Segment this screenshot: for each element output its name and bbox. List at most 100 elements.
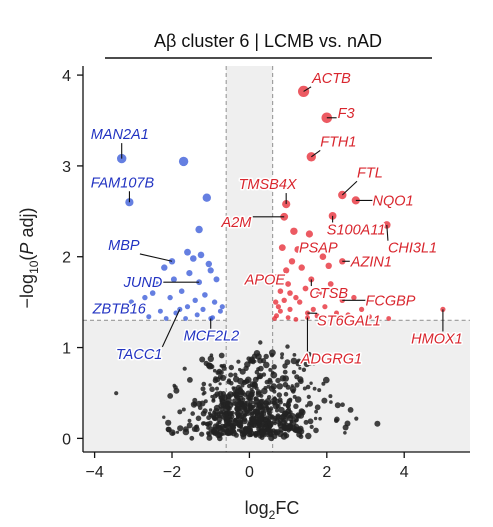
x-tick-label: −4	[85, 464, 103, 481]
ns-point	[321, 397, 328, 404]
ns-point	[301, 367, 307, 372]
ns-point	[233, 372, 238, 377]
ns-point	[290, 357, 298, 365]
y-tick-label: 0	[62, 431, 71, 448]
ns-point	[282, 403, 287, 407]
ns-point	[313, 427, 319, 434]
ns-point	[211, 398, 216, 403]
gene-up-label: NQO1	[372, 193, 413, 209]
ns-point	[269, 349, 276, 357]
ns-point	[192, 401, 197, 407]
ns-point	[212, 368, 217, 373]
down-point	[178, 156, 189, 167]
ns-point	[340, 402, 345, 408]
down-point	[167, 294, 173, 301]
ns-point	[250, 411, 255, 416]
ns-point	[263, 361, 270, 369]
down-point	[153, 281, 160, 287]
ns-point	[190, 411, 195, 416]
ns-point	[354, 416, 359, 421]
ns-point	[232, 386, 238, 393]
up-point	[298, 264, 305, 271]
gene-up-label: CHI3L1	[388, 241, 437, 257]
down-point	[178, 288, 185, 295]
up-point	[275, 304, 281, 310]
ns-point	[253, 430, 260, 437]
ns-point	[227, 429, 234, 436]
ns-point	[210, 413, 217, 419]
ns-point	[236, 415, 240, 420]
ns-point	[186, 422, 193, 429]
ns-point	[312, 361, 316, 366]
ns-point	[208, 408, 213, 412]
ns-point	[312, 386, 317, 391]
shaded-region-layer	[83, 66, 470, 452]
ns-point	[242, 392, 248, 397]
gene-up-label: F3	[338, 106, 355, 122]
down-point	[194, 312, 200, 318]
ns-point	[294, 418, 299, 422]
gene-up-label: ACTB	[311, 71, 351, 87]
x-axis-title: log2FC	[245, 498, 300, 522]
up-point	[351, 196, 360, 205]
gene-up-leader-line	[303, 86, 312, 92]
ns-point	[219, 370, 224, 375]
up-point	[282, 200, 291, 209]
ns-point	[257, 403, 261, 407]
ns-point	[280, 355, 284, 360]
ns-point	[282, 363, 288, 369]
up-point	[359, 306, 365, 312]
down-point	[161, 264, 168, 271]
ns-point	[201, 381, 207, 387]
ns-point	[306, 394, 311, 399]
ns-point	[298, 366, 302, 370]
ns-point	[241, 430, 248, 437]
up-point	[277, 308, 283, 314]
gene-down-label: MAN2A1	[91, 127, 149, 143]
ns-point	[248, 359, 254, 364]
ns-point	[314, 409, 318, 414]
ns-point	[309, 424, 314, 429]
ns-point	[222, 363, 227, 368]
ns-point	[228, 372, 234, 378]
ns-point	[259, 393, 264, 398]
ns-point	[271, 364, 277, 370]
ns-point	[294, 374, 300, 380]
ns-point	[114, 391, 119, 396]
ns-point	[254, 413, 260, 419]
ns-point	[286, 406, 291, 411]
ns-point	[202, 390, 207, 395]
up-point	[327, 281, 334, 287]
ns-point	[241, 405, 247, 411]
ns-point	[220, 432, 224, 437]
up-point	[351, 294, 357, 301]
up-point	[274, 273, 281, 280]
up-point	[305, 230, 313, 238]
ns-point	[298, 434, 304, 439]
ns-point	[162, 415, 166, 419]
ns-point	[217, 390, 224, 397]
ns-point	[334, 418, 339, 424]
ns-point	[225, 393, 232, 400]
ns-point	[307, 400, 313, 407]
ns-point	[206, 415, 212, 421]
down-point	[200, 306, 206, 312]
gene-up-label: A2M	[221, 215, 253, 231]
down-point	[211, 299, 218, 305]
ns-point	[303, 360, 310, 368]
ns-point	[233, 401, 239, 407]
down-point	[217, 308, 223, 314]
down-point	[213, 276, 220, 283]
down-point	[157, 308, 163, 314]
up-point	[308, 276, 315, 283]
ns-point	[259, 435, 265, 440]
up-point	[290, 227, 298, 235]
ns-point	[261, 387, 268, 395]
up-point	[322, 304, 328, 310]
ns-point	[191, 426, 198, 432]
ns-point	[183, 426, 189, 432]
ns-point	[208, 383, 212, 387]
ns-point	[237, 377, 244, 385]
ns-point	[203, 399, 208, 404]
